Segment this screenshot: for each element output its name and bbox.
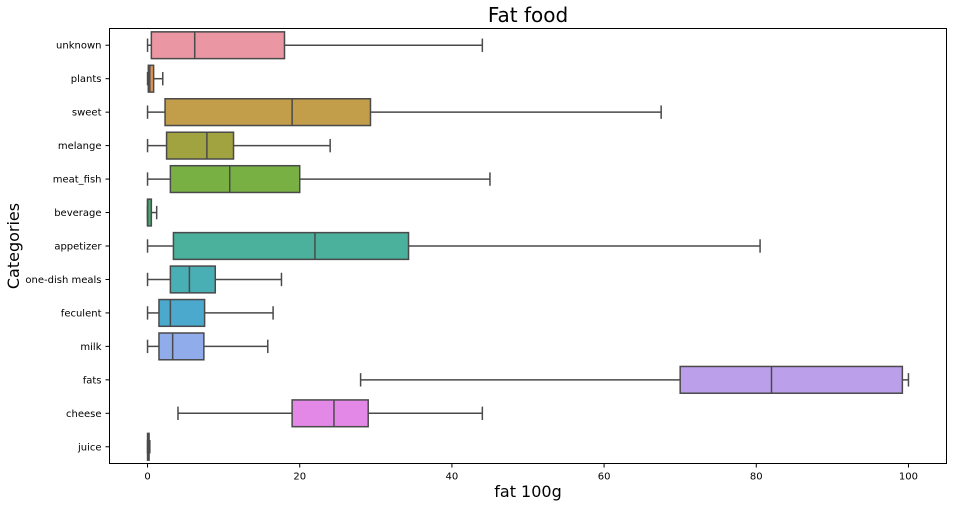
y-tick-label: feculent bbox=[61, 308, 102, 319]
x-tick-label: 60 bbox=[598, 472, 611, 483]
box-feculent bbox=[158, 298, 206, 328]
box-unknown bbox=[150, 31, 286, 60]
x-tick-label: 40 bbox=[446, 472, 459, 483]
y-tick-label: fats bbox=[83, 375, 102, 386]
box-appetizer bbox=[172, 231, 410, 261]
y-tick-label: one-dish meals bbox=[25, 275, 101, 286]
box-plants bbox=[147, 64, 155, 93]
y-tick-label: cheese bbox=[66, 409, 102, 420]
y-tick-label: juice bbox=[77, 442, 102, 453]
box-melange bbox=[165, 131, 235, 160]
x-tick-label: 100 bbox=[899, 472, 918, 483]
x-axis-label: fat 100g bbox=[494, 482, 562, 501]
x-tick-label: 0 bbox=[144, 472, 150, 483]
y-tick-label: melange bbox=[58, 141, 102, 152]
y-tick-label: unknown bbox=[56, 41, 101, 52]
box-meat_fish bbox=[169, 164, 301, 194]
box-fats bbox=[679, 365, 904, 394]
chart-title: Fat food bbox=[488, 3, 568, 27]
x-tick-label: 80 bbox=[750, 472, 763, 483]
box-sweet bbox=[164, 98, 372, 127]
y-tick-label: sweet bbox=[72, 108, 102, 119]
plot-frame bbox=[109, 28, 947, 464]
y-tick-label: beverage bbox=[54, 208, 101, 219]
box-milk bbox=[158, 332, 205, 361]
y-tick-label: meat_fish bbox=[53, 175, 102, 186]
y-tick-label: plants bbox=[71, 74, 102, 85]
x-tick-label: 20 bbox=[293, 472, 306, 483]
box-cheese bbox=[291, 399, 369, 428]
box-one-dish-meals bbox=[169, 265, 217, 294]
y-axis-label: Categories bbox=[4, 203, 23, 289]
y-tick-label: appetizer bbox=[54, 242, 102, 253]
y-tick-label: milk bbox=[80, 342, 101, 353]
